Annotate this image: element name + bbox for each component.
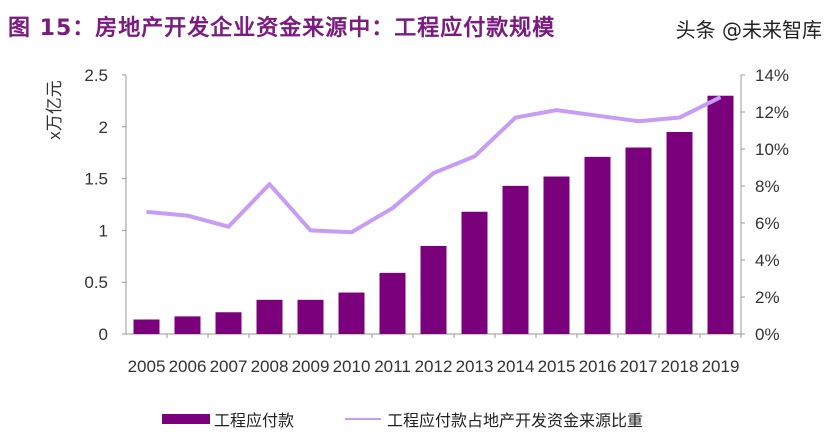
x-tick-label: 2014 xyxy=(497,357,535,376)
legend-swatch-bar xyxy=(162,414,210,424)
x-tick-label: 2017 xyxy=(620,357,658,376)
right-tick-label: 14% xyxy=(755,66,789,85)
x-tick-label: 2011 xyxy=(374,357,411,376)
bar-2013 xyxy=(461,211,488,334)
x-tick-label: 2010 xyxy=(333,357,371,376)
left-tick-label: 0 xyxy=(99,325,108,344)
chart-title: 图 15：房地产开发企业资金来源中：工程应付款规模 xyxy=(8,16,556,41)
legend-label-bar: 工程应付款 xyxy=(214,411,295,430)
bar-2011 xyxy=(379,272,406,334)
x-tick-label: 2013 xyxy=(456,357,494,376)
bar-2016 xyxy=(584,156,611,334)
left-tick-label: 2 xyxy=(99,118,108,137)
right-tick-label: 0% xyxy=(755,325,780,344)
right-tick-label: 2% xyxy=(755,288,780,307)
x-tick-label: 2012 xyxy=(415,357,453,376)
legend-item-line: 工程应付款占地产开发资金来源比重 xyxy=(345,407,643,431)
x-tick-label: 2008 xyxy=(251,357,289,376)
x-tick-label: 2016 xyxy=(579,357,617,376)
x-tick-label: 2006 xyxy=(169,357,207,376)
bar-2018 xyxy=(666,131,693,334)
bar-2008 xyxy=(256,299,283,334)
bar-2014 xyxy=(502,185,529,334)
right-tick-label: 10% xyxy=(755,140,789,159)
x-tick-label: 2005 xyxy=(128,357,166,376)
x-tick-label: 2015 xyxy=(538,357,576,376)
legend-label-line: 工程应付款占地产开发资金来源比重 xyxy=(387,411,644,430)
x-tick-label: 2019 xyxy=(702,357,740,376)
left-tick-label: 2.5 xyxy=(84,66,108,85)
bar-2009 xyxy=(297,299,324,334)
x-tick-label: 2018 xyxy=(661,357,699,376)
bar-2007 xyxy=(215,312,242,334)
legend-item-bar: 工程应付款 xyxy=(162,407,294,431)
left-tick-label: 1 xyxy=(99,221,108,240)
y-axis-label: x万亿元 xyxy=(45,80,64,140)
right-tick-label: 4% xyxy=(755,251,780,270)
legend-swatch-line xyxy=(345,418,381,420)
bar-2010 xyxy=(338,292,365,334)
left-tick-label: 0.5 xyxy=(84,273,108,292)
right-tick-label: 6% xyxy=(755,214,780,233)
bar-2012 xyxy=(420,245,447,334)
bar-2019 xyxy=(707,95,734,334)
bar-2015 xyxy=(543,176,570,334)
right-tick-label: 12% xyxy=(755,103,789,122)
watermark: 头条 @未来智库 xyxy=(675,18,822,42)
x-tick-label: 2007 xyxy=(210,357,248,376)
bar-2006 xyxy=(174,316,201,334)
left-tick-label: 1.5 xyxy=(84,170,108,189)
bar-2017 xyxy=(625,147,652,334)
right-tick-label: 8% xyxy=(755,177,780,196)
bar-2005 xyxy=(133,319,160,334)
x-tick-label: 2009 xyxy=(292,357,330,376)
